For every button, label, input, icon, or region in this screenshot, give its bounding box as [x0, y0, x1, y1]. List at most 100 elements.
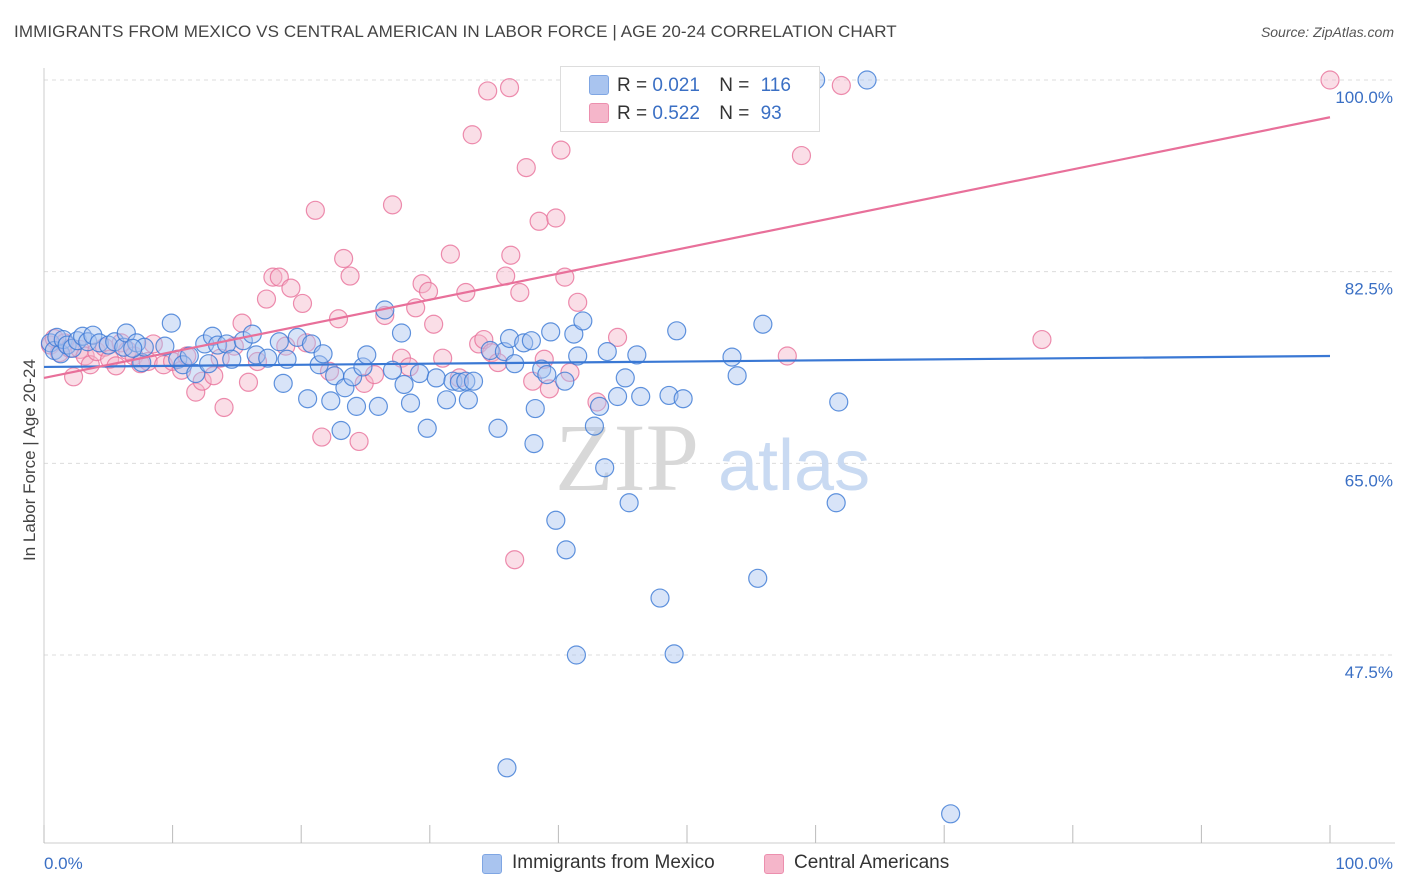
data-point [273, 373, 293, 393]
data-point [238, 372, 259, 392]
data-point [321, 391, 341, 411]
series2-label: Central Americans [794, 852, 950, 873]
data-point [123, 338, 143, 358]
data-point [568, 346, 588, 366]
data-point [424, 314, 444, 334]
data-point [516, 158, 536, 178]
legend-row-2: R = 0.522 N = 93 [617, 103, 782, 127]
data-point [521, 331, 541, 351]
data-point [72, 326, 93, 346]
data-point [753, 314, 773, 334]
data-point [368, 396, 388, 416]
data-point [510, 282, 530, 303]
data-point [287, 327, 307, 347]
data-point [335, 378, 355, 398]
data-point [192, 371, 212, 391]
data-point [650, 588, 670, 608]
data-point [214, 397, 234, 418]
data-point [258, 348, 278, 368]
data-point [391, 323, 412, 343]
legend-swatch-blue [589, 75, 609, 95]
data-point [791, 145, 812, 166]
data-point [573, 311, 593, 331]
data-point [497, 758, 517, 778]
data-point [551, 140, 571, 160]
series2-swatch [764, 854, 784, 874]
data-point [456, 371, 476, 391]
data-point [382, 360, 403, 380]
data-point [727, 366, 747, 386]
legend-n-label: N = [719, 75, 750, 96]
data-point [546, 208, 566, 228]
data-point [659, 385, 679, 406]
data-point [505, 550, 525, 570]
data-point [357, 345, 377, 365]
data-point [305, 200, 325, 220]
data-point [462, 125, 482, 145]
data-point [349, 431, 369, 452]
data-point [525, 398, 545, 419]
data-point [340, 266, 360, 286]
data-point [532, 359, 552, 379]
trend-line-central-americans [43, 116, 1331, 379]
data-point [364, 365, 385, 385]
data-point [155, 336, 175, 356]
y-tick-label: 47.5% [1345, 663, 1393, 682]
tick-labels: 100.0% 82.5% 65.0% 47.5% 0.0% 100.0% [44, 88, 1393, 873]
data-point [199, 354, 219, 374]
data-point [607, 386, 628, 407]
data-point [256, 289, 277, 309]
trend-lines [43, 116, 1331, 379]
data-point [564, 324, 584, 344]
data-point [568, 292, 588, 312]
legend-swatch-pink [589, 103, 609, 123]
data-point [480, 340, 500, 361]
data-point [458, 390, 478, 410]
legend-n-label: N = [719, 103, 750, 124]
data-point [400, 393, 421, 413]
data-point [589, 396, 610, 416]
data-point [607, 327, 628, 347]
data-point [514, 333, 534, 353]
data-point [334, 248, 354, 269]
data-point [399, 357, 419, 377]
data-point [312, 427, 332, 447]
data-point [826, 493, 846, 513]
data-point [353, 357, 373, 377]
data-point [161, 313, 181, 333]
data-point [539, 379, 559, 399]
data-point [555, 371, 575, 391]
data-point [631, 386, 651, 407]
legend-r-label: R = [617, 75, 648, 96]
data-point [1320, 70, 1340, 90]
data-point [478, 81, 498, 101]
series1-label: Immigrants from Mexico [512, 852, 715, 873]
y-tick-label: 65.0% [1345, 471, 1393, 490]
x-tick-label: 100.0% [1335, 854, 1393, 873]
y-axis-title: In Labor Force | Age 20-24 [20, 359, 39, 561]
bottom-legend-series1: Immigrants from Mexico [482, 852, 715, 874]
data-point [463, 371, 484, 391]
bottom-legend-series2: Central Americans [764, 852, 949, 874]
data-point [664, 644, 684, 664]
data-point [346, 396, 367, 416]
legend-r-value: 0.522 [652, 103, 700, 124]
data-point [375, 305, 395, 326]
chart-title: IMMIGRANTS FROM MEXICO VS CENTRAL AMERIC… [14, 22, 897, 41]
legend-r-value: 0.021 [652, 75, 700, 96]
data-point [499, 328, 520, 349]
legend-row-1: R = 0.021 N = 116 [617, 75, 791, 99]
data-point [627, 345, 647, 365]
data-point [831, 75, 851, 96]
data-point [541, 322, 561, 342]
data-point [57, 335, 77, 355]
data-point [501, 245, 521, 265]
legend-n-value: 93 [760, 103, 782, 124]
data-point [382, 195, 403, 215]
data-point [566, 645, 587, 665]
data-point [83, 325, 103, 345]
data-point [748, 568, 768, 588]
legend-r-label: R = [617, 103, 648, 124]
gridlines [44, 79, 1395, 656]
